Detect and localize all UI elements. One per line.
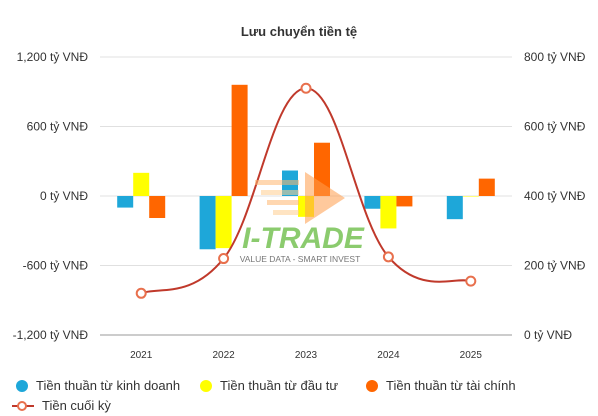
left-tick-label: 600 tỷ VNĐ — [27, 120, 89, 134]
legend-marker-dot — [200, 379, 212, 392]
right-tick-label: 800 tỷ VNĐ — [524, 50, 586, 64]
line-point — [465, 275, 477, 287]
bar — [282, 170, 298, 196]
line-series — [135, 82, 477, 299]
bar-series — [117, 84, 495, 250]
legend-item-investing[interactable]: Tiền thuần từ đầu tư — [200, 378, 338, 393]
bar — [446, 196, 463, 220]
legend-marker-line — [12, 400, 34, 412]
left-tick-label: -1,200 tỷ VNĐ — [13, 328, 89, 342]
chart-legend: Tiền thuần từ kinh doanh Tiền thuần từ đ… — [0, 372, 598, 416]
left-axis-ticks: 1,200 tỷ VNĐ 600 tỷ VNĐ 0 tỷ VNĐ -600 tỷ VN… — [13, 50, 89, 342]
legend-item-financing[interactable]: Tiền thuần từ tài chính — [366, 378, 516, 393]
bar — [231, 84, 248, 196]
legend-marker-dot — [366, 379, 378, 392]
legend-item-operating[interactable]: Tiền thuần từ kinh doanh — [16, 378, 180, 393]
bar — [298, 196, 314, 217]
left-tick-label: -600 tỷ VNĐ — [23, 259, 89, 273]
legend-label: Tiền thuần từ tài chính — [386, 378, 516, 393]
line-point — [382, 251, 394, 263]
bar — [149, 196, 166, 219]
bar — [314, 142, 330, 196]
bar — [396, 196, 413, 207]
bar — [117, 196, 134, 208]
legend-label: Tiền cuối kỳ — [42, 398, 111, 413]
x-tick-label: 2024 — [377, 350, 400, 361]
legend-label: Tiền thuần từ kinh doanh — [36, 378, 181, 393]
bar — [133, 172, 150, 196]
x-tick-label: 2025 — [460, 350, 483, 361]
x-tick-label: 2022 — [212, 350, 235, 361]
bar — [478, 178, 495, 196]
bar — [380, 196, 397, 229]
chart-title: Lưu chuyển tiền tệ — [241, 24, 357, 39]
x-axis-ticks: 2021 2022 2023 2024 2025 — [130, 350, 482, 361]
legend-item-ending-cash[interactable]: Tiền cuối kỳ — [12, 398, 111, 413]
line-point — [300, 82, 312, 94]
legend-marker-dot — [16, 379, 28, 392]
left-tick-label: 1,200 tỷ VNĐ — [17, 50, 89, 64]
x-tick-label: 2023 — [295, 350, 318, 361]
bar — [199, 196, 216, 250]
cash-flow-chart: Lưu chuyển tiền tệ 1,200 tỷ VNĐ 600 tỷ VN… — [13, 24, 586, 361]
right-axis-ticks: 800 tỷ VNĐ 600 tỷ VNĐ 400 tỷ VNĐ 200 tỷ VNĐ… — [524, 50, 586, 342]
bar — [462, 196, 479, 197]
right-tick-label: 0 tỷ VNĐ — [524, 328, 572, 342]
left-tick-label: 0 tỷ VNĐ — [40, 189, 88, 203]
bar — [364, 196, 381, 209]
line-point — [135, 287, 147, 299]
line-point — [218, 253, 230, 265]
right-tick-label: 400 tỷ VNĐ — [524, 189, 586, 203]
right-tick-label: 200 tỷ VNĐ — [524, 259, 586, 273]
line-path — [140, 87, 472, 295]
right-tick-label: 600 tỷ VNĐ — [524, 120, 586, 134]
x-tick-label: 2021 — [130, 350, 153, 361]
legend-label: Tiền thuần từ đầu tư — [220, 378, 339, 393]
bar — [215, 196, 232, 249]
